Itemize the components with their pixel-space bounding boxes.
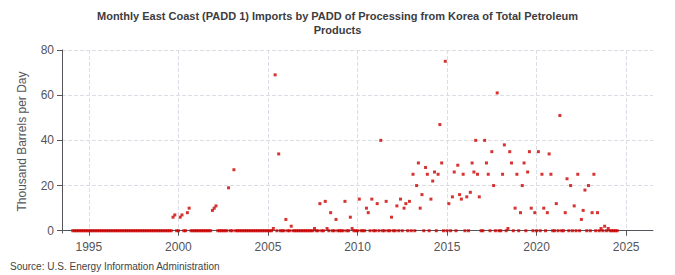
svg-text:2025: 2025 (613, 240, 640, 254)
svg-text:2005: 2005 (255, 240, 282, 254)
svg-text:2000: 2000 (165, 240, 192, 254)
svg-text:2020: 2020 (523, 240, 550, 254)
svg-text:Source: U.S. Energy Informatio: Source: U.S. Energy Information Administ… (10, 261, 220, 272)
svg-text:20: 20 (41, 179, 55, 193)
svg-text:2015: 2015 (434, 240, 461, 254)
svg-text:1995: 1995 (76, 240, 103, 254)
svg-text:Monthly East Coast (PADD 1) Im: Monthly East Coast (PADD 1) Imports by P… (97, 10, 578, 22)
svg-text:60: 60 (41, 88, 55, 102)
svg-text:Thousand Barrels per Day: Thousand Barrels per Day (15, 71, 29, 211)
svg-text:80: 80 (41, 43, 55, 57)
svg-text:Products: Products (314, 24, 362, 36)
svg-text:40: 40 (41, 133, 55, 147)
svg-text:2010: 2010 (344, 240, 371, 254)
svg-text:0: 0 (47, 224, 54, 238)
